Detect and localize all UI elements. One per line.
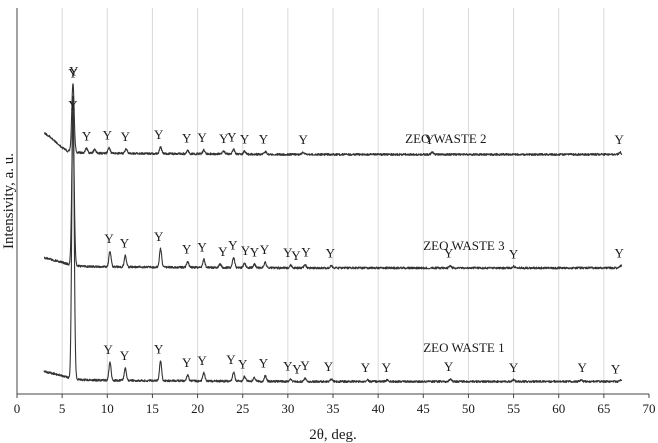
x-tick-label-10: 10 xyxy=(101,401,114,416)
peak-marker-zeo-waste-1-4: Y xyxy=(197,353,207,368)
peak-marker-zeo-waste-2-13: Y xyxy=(425,132,435,147)
peak-marker-zeo-waste-1-11: Y xyxy=(324,359,334,374)
axes: 0 5 10 15 20 25 30 35 40 45 50 55 60 65 70 xyxy=(14,8,656,416)
peak-marker-zeo-waste-3-9: Y xyxy=(250,244,260,259)
peak-marker-zeo-waste-1-9: Y xyxy=(292,362,302,377)
peak-marker-zeo-waste-3-8: Y xyxy=(241,243,251,258)
peak-marker-zeo-waste-3-11: Y xyxy=(283,245,293,260)
peak-markers: YYY Y Y Y Y Y YY Y Y Y Y YYY Y YY Y Y Y Y Y Y YY Y Y Y Y YY Y YY Y Y Y… xyxy=(68,64,624,377)
peak-marker-zeo-waste-3-7: Y xyxy=(228,237,238,252)
peak-marker-zeo-waste-3-0: Y xyxy=(68,98,78,113)
peak-marker-zeo-waste-2-0: Y xyxy=(68,66,78,81)
peak-marker-zeo-waste-1-6: Y xyxy=(238,357,248,372)
series-labels: ZEO WASTE 2 ZEO WASTE 3 ZEO WASTE 1 xyxy=(405,131,504,355)
series-label-zeo-waste-2: ZEO WASTE 2 xyxy=(405,131,486,146)
x-tick-label-70: 70 xyxy=(643,401,656,416)
x-tick-label-35: 35 xyxy=(327,401,340,416)
x-tick-label-65: 65 xyxy=(597,401,610,416)
peak-marker-zeo-waste-2-8: Y xyxy=(219,131,229,146)
peak-marker-zeo-waste-2-7: Y xyxy=(197,130,207,145)
peak-marker-zeo-waste-2-14: Y xyxy=(615,132,625,147)
peak-marker-zeo-waste-3-16: Y xyxy=(509,246,519,261)
x-tick-label-55: 55 xyxy=(507,401,520,416)
peak-marker-zeo-waste-1-15: Y xyxy=(509,360,519,375)
peak-marker-zeo-waste-2-6: Y xyxy=(182,130,192,145)
peak-marker-zeo-waste-1-14: Y xyxy=(444,359,454,374)
peak-marker-zeo-waste-1-12: Y xyxy=(361,360,371,375)
peak-marker-zeo-waste-2-5: Y xyxy=(154,127,164,142)
series-label-zeo-waste-3: ZEO WASTE 3 xyxy=(423,238,504,253)
peak-marker-zeo-waste-3-4: Y xyxy=(182,242,192,257)
vertical-grid xyxy=(61,8,605,394)
x-tick-label-15: 15 xyxy=(146,401,159,416)
peak-marker-zeo-waste-1-1: Y xyxy=(120,348,130,363)
peak-marker-zeo-waste-3-12: Y xyxy=(291,248,301,263)
peak-marker-zeo-waste-2-11: Y xyxy=(259,131,269,146)
peak-marker-zeo-waste-2-9: Y xyxy=(227,130,237,145)
peak-marker-zeo-waste-1-10: Y xyxy=(300,358,310,373)
peak-marker-zeo-waste-2-2: Y xyxy=(82,128,92,143)
peak-marker-zeo-waste-1-16: Y xyxy=(577,360,587,375)
peak-marker-zeo-waste-3-14: Y xyxy=(326,246,336,261)
peak-marker-zeo-waste-3-13: Y xyxy=(301,245,311,260)
x-tick-label-0: 0 xyxy=(14,401,21,416)
peak-marker-zeo-waste-1-8: Y xyxy=(283,359,293,374)
peak-marker-zeo-waste-1-7: Y xyxy=(259,356,269,371)
x-tick-label-30: 30 xyxy=(281,401,294,416)
trace-zeo-waste-3 xyxy=(43,116,623,270)
peak-marker-zeo-waste-1-5: Y xyxy=(226,352,236,367)
peak-marker-zeo-waste-1-0: Y xyxy=(103,342,113,357)
peak-marker-zeo-waste-3-3: Y xyxy=(154,229,164,244)
peak-marker-zeo-waste-1-3: Y xyxy=(182,355,192,370)
peak-marker-zeo-waste-2-12: Y xyxy=(299,132,309,147)
trace-zeo-waste-2 xyxy=(43,83,623,157)
peak-marker-zeo-waste-3-1: Y xyxy=(104,231,114,246)
y-axis-label: Intensivity, a. u. xyxy=(1,153,17,249)
trace-zeo-waste-1 xyxy=(43,95,623,384)
peak-marker-zeo-waste-3-2: Y xyxy=(120,236,130,251)
x-tick-label-45: 45 xyxy=(417,401,430,416)
peak-marker-zeo-waste-3-10: Y xyxy=(260,242,270,257)
x-tick-label-60: 60 xyxy=(552,401,565,416)
x-axis-label: 2θ, deg. xyxy=(309,427,357,443)
peak-marker-zeo-waste-1-2: Y xyxy=(154,341,164,356)
peak-marker-zeo-waste-3-5: Y xyxy=(197,240,207,255)
x-tick-label-5: 5 xyxy=(59,401,66,416)
peak-marker-zeo-waste-2-10: Y xyxy=(240,131,250,146)
peak-marker-zeo-waste-3-15: Y xyxy=(444,246,454,261)
peak-marker-zeo-waste-2-3: Y xyxy=(103,128,113,143)
peak-marker-zeo-waste-1-13: Y xyxy=(382,360,392,375)
x-tick-label-20: 20 xyxy=(191,401,204,416)
x-tick-label-25: 25 xyxy=(236,401,249,416)
peak-marker-zeo-waste-3-17: Y xyxy=(615,246,625,261)
peak-marker-zeo-waste-2-1: Y xyxy=(69,64,79,79)
peak-marker-zeo-waste-1-17: Y xyxy=(611,362,621,377)
diffraction-traces xyxy=(43,83,623,384)
peak-marker-zeo-waste-2-4: Y xyxy=(121,129,131,144)
series-label-zeo-waste-1: ZEO WASTE 1 xyxy=(423,340,504,355)
x-tick-label-50: 50 xyxy=(462,401,475,416)
peak-marker-zeo-waste-3-6: Y xyxy=(218,244,228,259)
x-tick-label-40: 40 xyxy=(372,401,385,416)
